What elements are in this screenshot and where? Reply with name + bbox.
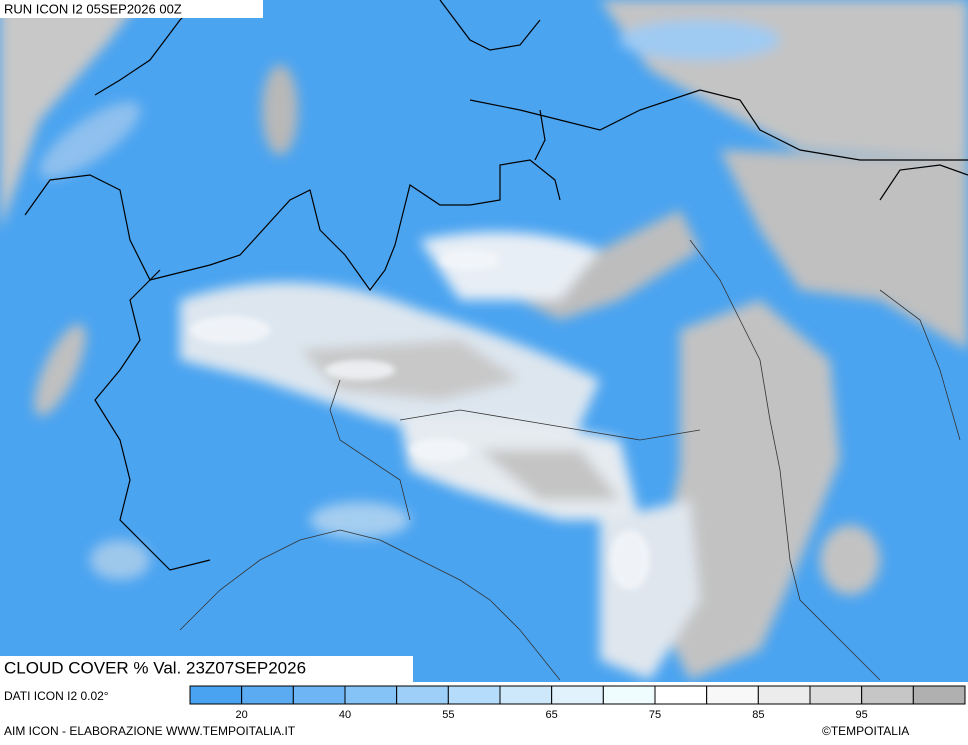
- cloud-detail: [190, 250, 650, 590]
- legend-label: 65: [546, 709, 558, 721]
- legend-swatch: [912, 685, 966, 705]
- legend-swatch: [706, 685, 759, 705]
- legend-swatch: [654, 685, 708, 705]
- legend-swatch: [241, 685, 294, 705]
- legend-label: 55: [442, 709, 454, 721]
- legend-swatch: [447, 685, 501, 705]
- coastlines: [179, 239, 961, 681]
- legend-swatch: [551, 685, 604, 705]
- legend-swatch: [602, 685, 656, 705]
- run-label: RUN ICON I2 05SEP2026 00Z: [4, 1, 182, 16]
- legend-swatch: [757, 685, 811, 705]
- legend: 20 40 55 65 75 85 95: [189, 685, 966, 721]
- legend-label: 85: [752, 709, 764, 721]
- legend-swatch: [861, 685, 914, 705]
- map-title: CLOUD COVER % Val. 23Z07SEP2026: [4, 658, 306, 677]
- legend-swatch: [292, 685, 346, 705]
- legend-swatch: [396, 685, 449, 705]
- legend-label: 20: [236, 709, 248, 721]
- legend-label: 40: [339, 709, 351, 721]
- legend-swatch: [344, 685, 398, 705]
- cloud-layer: [0, 0, 968, 680]
- legend-swatch: [189, 685, 243, 705]
- legend-label: 95: [856, 709, 868, 721]
- legend-swatch: [499, 685, 553, 705]
- legend-swatch: [809, 685, 863, 705]
- legend-label: 75: [649, 709, 661, 721]
- map: RUN ICON I2 05SEP2026 00Z CLOUD COVER % …: [0, 0, 968, 682]
- copyright: ©TEMPOITALIA: [822, 724, 910, 738]
- credit: AIM ICON - ELABORAZIONE WWW.TEMPOITALIA.…: [4, 724, 296, 738]
- run-box: [0, 0, 263, 18]
- borders: [24, 0, 968, 571]
- data-note: DATI ICON I2 0.02°: [4, 689, 109, 703]
- title-box: [0, 656, 413, 682]
